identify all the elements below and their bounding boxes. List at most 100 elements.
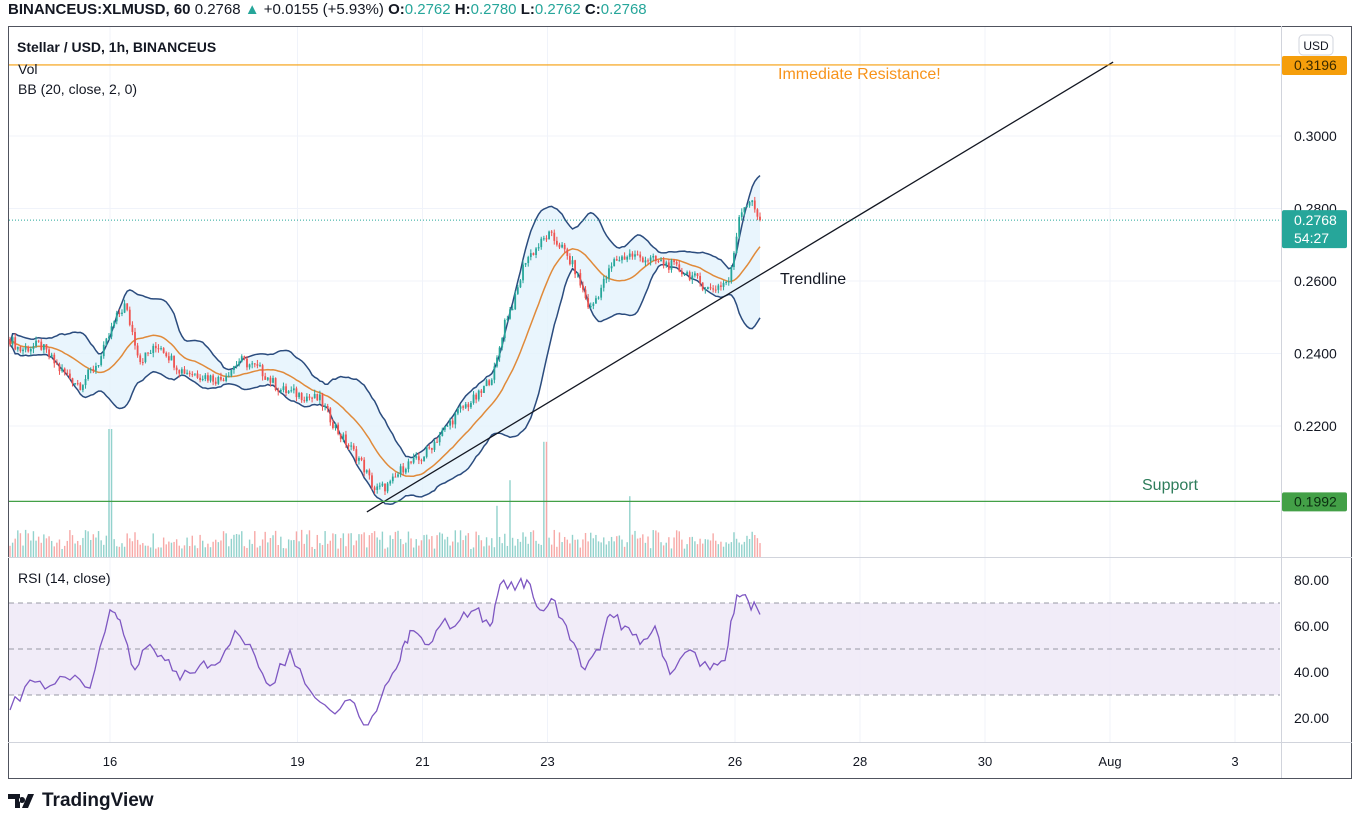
candle[interactable] xyxy=(196,370,199,379)
candle[interactable] xyxy=(134,327,136,350)
candle[interactable] xyxy=(37,339,40,343)
candle[interactable] xyxy=(16,346,19,352)
candle[interactable] xyxy=(425,445,428,459)
candle[interactable] xyxy=(529,249,532,261)
candle[interactable] xyxy=(243,355,246,361)
candle[interactable] xyxy=(183,366,186,374)
candle[interactable] xyxy=(701,282,704,292)
candle[interactable] xyxy=(220,372,222,382)
candle[interactable] xyxy=(566,247,569,260)
candle[interactable] xyxy=(251,360,254,369)
candle[interactable] xyxy=(756,208,759,221)
candle[interactable] xyxy=(412,453,415,465)
candle[interactable] xyxy=(649,255,652,266)
candle[interactable] xyxy=(399,463,402,478)
candle[interactable] xyxy=(443,426,446,432)
candle[interactable] xyxy=(61,364,63,373)
candle[interactable] xyxy=(347,443,350,451)
candle[interactable] xyxy=(704,286,707,294)
candle[interactable] xyxy=(420,458,423,465)
candle[interactable] xyxy=(407,458,410,473)
candle[interactable] xyxy=(680,267,683,277)
candle[interactable] xyxy=(160,345,162,351)
candle[interactable] xyxy=(139,353,142,365)
candle[interactable] xyxy=(699,272,702,287)
candle[interactable] xyxy=(391,473,394,484)
candle[interactable] xyxy=(32,342,35,354)
candle[interactable] xyxy=(345,430,347,448)
candle[interactable] xyxy=(626,255,629,263)
candle[interactable] xyxy=(274,377,277,392)
candle[interactable] xyxy=(574,259,577,279)
candle[interactable] xyxy=(743,207,746,216)
candle[interactable] xyxy=(527,255,530,267)
candle[interactable] xyxy=(576,272,579,278)
candle[interactable] xyxy=(449,417,452,430)
candle[interactable] xyxy=(154,342,157,353)
candle[interactable] xyxy=(279,388,282,394)
candle[interactable] xyxy=(545,235,548,242)
candle[interactable] xyxy=(537,243,540,251)
candle[interactable] xyxy=(24,343,27,353)
candle[interactable] xyxy=(35,336,37,348)
currency-button[interactable] xyxy=(1298,34,1334,56)
candle[interactable] xyxy=(730,265,733,284)
candle[interactable] xyxy=(371,472,373,490)
candle[interactable] xyxy=(389,479,392,486)
candle[interactable] xyxy=(720,281,722,291)
candle[interactable] xyxy=(204,373,207,382)
candle[interactable] xyxy=(459,404,462,413)
candle[interactable] xyxy=(222,377,225,382)
candle[interactable] xyxy=(318,390,321,405)
candle[interactable] xyxy=(141,358,144,366)
candle[interactable] xyxy=(735,232,738,255)
candle[interactable] xyxy=(266,377,269,382)
candle[interactable] xyxy=(162,347,165,354)
candle[interactable] xyxy=(483,385,485,394)
candle[interactable] xyxy=(311,396,313,403)
candle[interactable] xyxy=(584,286,587,300)
candle[interactable] xyxy=(402,462,405,476)
candle[interactable] xyxy=(662,256,665,269)
candle[interactable] xyxy=(253,362,256,368)
candle[interactable] xyxy=(326,403,329,413)
candle[interactable] xyxy=(48,347,50,360)
candle[interactable] xyxy=(673,258,675,265)
candle[interactable] xyxy=(634,250,636,260)
candle[interactable] xyxy=(313,389,316,399)
candle[interactable] xyxy=(519,279,522,289)
candle[interactable] xyxy=(417,452,420,465)
candle[interactable] xyxy=(87,368,90,381)
candle[interactable] xyxy=(501,337,504,351)
candle[interactable] xyxy=(121,309,123,317)
candle[interactable] xyxy=(712,285,715,293)
candle[interactable] xyxy=(485,378,488,387)
candle[interactable] xyxy=(740,208,743,221)
candle[interactable] xyxy=(717,283,720,294)
candle[interactable] xyxy=(490,378,493,386)
candle[interactable] xyxy=(522,260,524,284)
candle[interactable] xyxy=(738,215,741,239)
candle[interactable] xyxy=(579,269,582,288)
candle[interactable] xyxy=(457,407,459,416)
candle[interactable] xyxy=(225,373,228,383)
candle[interactable] xyxy=(654,255,657,265)
candle[interactable] xyxy=(610,262,613,272)
rsi-pane[interactable] xyxy=(9,576,1281,726)
candle[interactable] xyxy=(602,275,605,292)
candle[interactable] xyxy=(58,362,61,375)
candle[interactable] xyxy=(53,352,56,368)
candle[interactable] xyxy=(751,199,754,207)
candle[interactable] xyxy=(63,367,66,376)
candle[interactable] xyxy=(496,355,498,368)
candle[interactable] xyxy=(337,422,340,436)
candle[interactable] xyxy=(686,270,688,275)
candle[interactable] xyxy=(532,252,535,256)
candle[interactable] xyxy=(675,260,678,267)
candle[interactable] xyxy=(748,200,751,208)
candle[interactable] xyxy=(563,242,566,253)
tradingview-logo[interactable]: TradingView xyxy=(8,790,154,812)
candle[interactable] xyxy=(477,389,480,402)
candle[interactable] xyxy=(14,333,17,351)
